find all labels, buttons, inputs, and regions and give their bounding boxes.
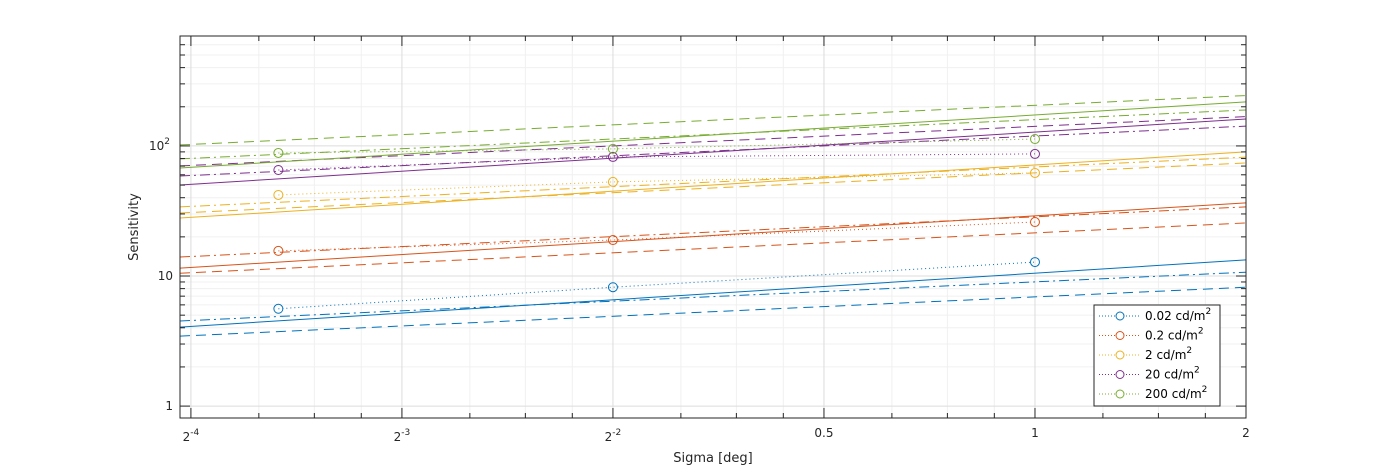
data-point-marker [273,245,284,256]
data-point-marker [1029,167,1040,178]
ticks: 2-4 2-3 2-2 0.5 1 2 1 10 102 [149,35,1250,444]
data-point-marker [1029,257,1040,268]
data-point-marker [607,151,618,162]
data-point-marker [1029,134,1040,145]
data-point-marker [273,147,284,158]
data-point-marker [607,235,618,246]
legend-marker [1115,370,1125,379]
data-point-marker [607,282,618,293]
measured-line [278,172,1035,196]
axes-box [179,35,1247,419]
legend-entry-label: 200 cd/m2 [1145,385,1207,401]
legend-marker [1115,311,1125,321]
data-point-marker [607,143,618,154]
y-tick-label: 102 [149,137,170,153]
y-axis-label: Sensitivity [127,193,142,261]
measured-line [278,221,1036,252]
legend-entry-label: 2 cd/m2 [1145,346,1192,362]
legend-marker [1115,331,1125,340]
legend-entry-label: 0.02 cd/m2 [1145,307,1211,323]
plot-area [180,36,1246,418]
measured-line [278,153,1035,171]
legend-marker [1115,350,1125,360]
fit-line-dashdot [179,156,1247,208]
x-tick-label: 0.5 [814,426,833,440]
fit-line-dashed [179,162,1247,214]
legend-marker [1115,389,1125,399]
x-tick-label: 1 [1031,426,1039,440]
fit-line-solid [179,118,1247,186]
fit-line-dashdot [179,206,1247,258]
fit-line-dashed [179,95,1247,146]
x-axis-label: Sigma [deg] [673,451,753,466]
x-tick-label: 2-3 [394,428,411,444]
measured-line [278,138,1035,154]
fit-line-dashed [179,116,1247,167]
x-tick-label: 2 [1242,426,1250,440]
legend-entry-label: 0.2 cd/m2 [1145,327,1204,343]
data-point-marker [1029,148,1040,159]
legend-entry-label: 20 cd/m2 [1145,366,1200,382]
data-point-marker [607,176,618,187]
fit-line-dashdot [179,109,1247,160]
fit-line-dashed [179,222,1247,274]
x-tick-label: 2-2 [605,428,622,444]
series-lines [179,95,1247,337]
legend[interactable]: 0.02 cd/m2 0.2 cd/m2 2 cd/m2 20 cd/m2 200 cd… [1093,304,1221,407]
data-point-marker [273,303,284,314]
y-tick-label: 1 [165,399,173,413]
fit-line-solid [179,202,1247,269]
fit-line-solid [179,151,1247,219]
data-point-marker [273,189,284,200]
x-tick-label: 2-4 [183,428,200,444]
data-point-marker [273,165,284,176]
fit-line-dashdot [179,271,1247,322]
fit-line-dashdot [179,125,1247,177]
y-tick-label: 10 [158,269,173,283]
data-point-marker [1029,217,1040,228]
fit-line-solid [179,101,1247,169]
fit-line-dashed [179,286,1247,337]
fit-line-solid [179,259,1247,328]
